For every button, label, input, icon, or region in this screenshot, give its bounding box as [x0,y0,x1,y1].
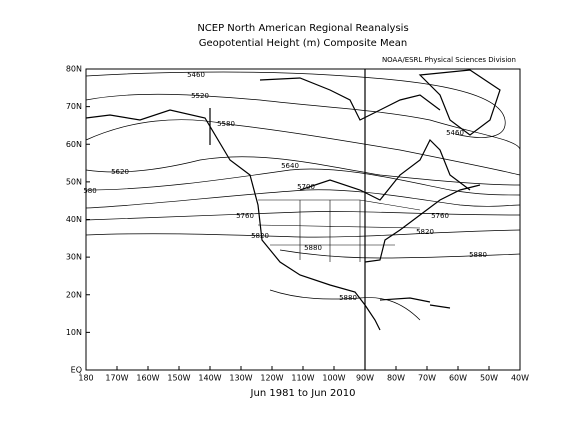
contour-labels: 5460 5520 5580 5620 580 5640 5700 5760 5… [83,71,487,302]
contour-label: 5460 [446,129,464,137]
contour-label: 5760 [236,212,254,220]
contour-label: 5700 [297,183,315,191]
lat-label: EQ [71,366,82,375]
lon-label: 150W [167,374,190,383]
lat-label: 70N [66,102,82,111]
lon-label: 160W [136,374,159,383]
title: NCEP North American Regional Reanalysis [197,23,408,34]
contour-label: 5820 [416,228,434,236]
lon-label: 170W [105,374,128,383]
lat-label: 80N [66,65,82,74]
lon-label: 50W [480,374,498,383]
contour-label: 5620 [111,168,129,176]
contour-label: 5880 [304,244,322,252]
contour-label: 5640 [281,162,299,170]
axis-ticks: EQ 10N 20N 30N 40N 50N 60N 70N 80N 180 170W 160W 150… [66,65,529,383]
lat-label: 30N [66,253,82,262]
lat-label: 60N [66,140,82,149]
lon-label: 100W [322,374,345,383]
contour-label: 580 [83,187,96,195]
lon-label: 140W [198,374,221,383]
lon-label: 120W [260,374,283,383]
lat-label: 20N [66,290,82,299]
lat-label: 40N [66,215,82,224]
contour-label: 5880 [339,294,357,302]
contour-label: 5520 [191,92,209,100]
map-frame [85,68,521,371]
lon-label: 110W [291,374,314,383]
contour-label: 5580 [217,120,235,128]
lon-label: 90W [356,374,374,383]
contour-label: 5820 [251,232,269,240]
subtitle: Geopotential Height (m) Composite Mean [199,38,407,49]
lon-label: 40W [511,374,529,383]
lon-label: 70W [418,374,436,383]
contour-label: 5460 [187,71,205,79]
lon-label: 130W [229,374,252,383]
contour-label: 5880 [469,251,487,259]
contour-label: 5760 [431,212,449,220]
footer: Jun 1981 to Jun 2010 [250,388,356,399]
credit: NOAA/ESRL Physical Sciences Division [382,56,516,64]
lat-label: 10N [66,328,82,337]
lat-label: 50N [66,177,82,186]
lon-label: 80W [387,374,405,383]
contours [85,71,521,321]
lon-label: 180 [78,374,93,383]
coastlines [85,69,501,331]
lon-label: 60W [449,374,467,383]
